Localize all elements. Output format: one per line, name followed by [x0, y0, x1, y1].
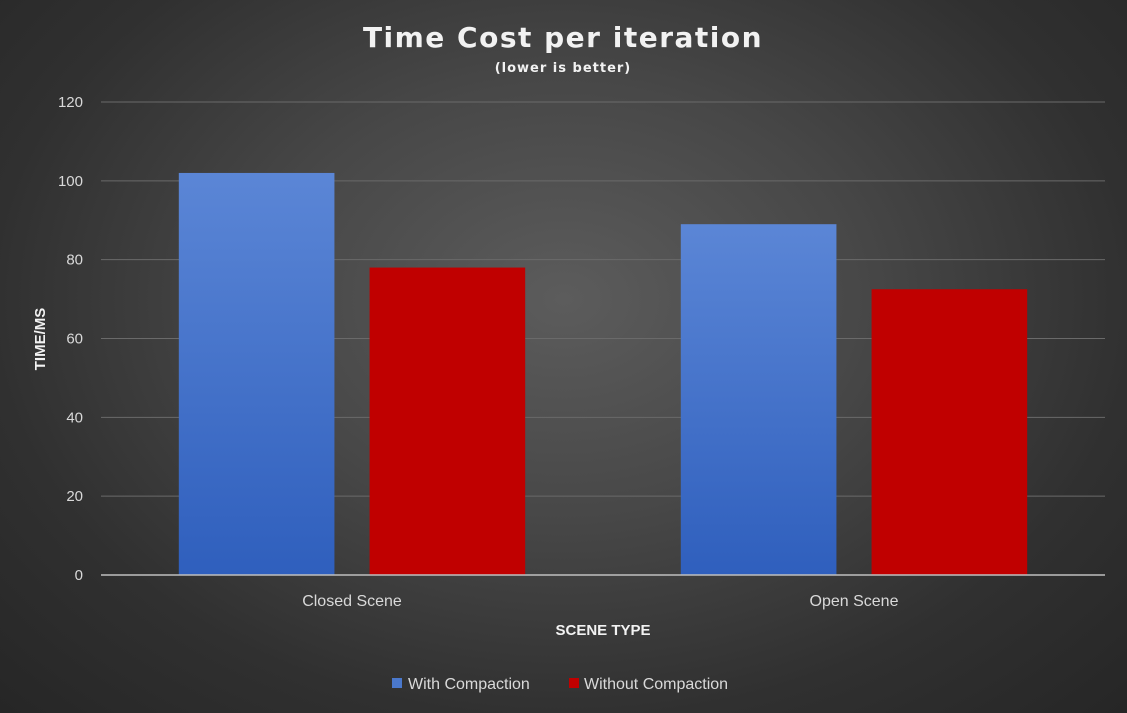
legend-swatch	[569, 678, 579, 688]
y-tick-label: 80	[66, 252, 83, 269]
y-tick-label: 20	[66, 488, 83, 505]
chart-subtitle: (lower is better)	[495, 61, 632, 76]
x-category-label: Open Scene	[810, 593, 899, 610]
legend: With Compaction Without Compaction	[392, 676, 728, 693]
x-axis-title: SCENE TYPE	[555, 622, 650, 639]
y-tick-label: 120	[58, 94, 83, 111]
y-axis-title: TIME/MS	[32, 308, 49, 371]
x-category-label: Closed Scene	[302, 593, 402, 610]
bars	[178, 172, 1028, 576]
legend-label: Without Compaction	[584, 676, 728, 693]
chart-title: Time Cost per iteration	[363, 21, 763, 54]
legend-label: With Compaction	[408, 676, 530, 693]
bar-with-compaction-open-scene	[680, 224, 837, 576]
bar-with-compaction-closed-scene	[178, 172, 335, 575]
y-tick-label: 60	[66, 331, 83, 348]
y-tick-label: 100	[58, 173, 83, 190]
y-tick-label: 40	[66, 409, 83, 426]
y-tick-label: 0	[75, 567, 83, 584]
x-axis-categories: Closed Scene Open Scene	[302, 593, 898, 610]
legend-swatch	[392, 678, 402, 688]
bar-without-compaction-closed-scene	[369, 267, 526, 575]
y-axis-ticks: 0 20 40 60 80 100 120	[58, 94, 83, 584]
bar-without-compaction-open-scene	[871, 289, 1028, 575]
